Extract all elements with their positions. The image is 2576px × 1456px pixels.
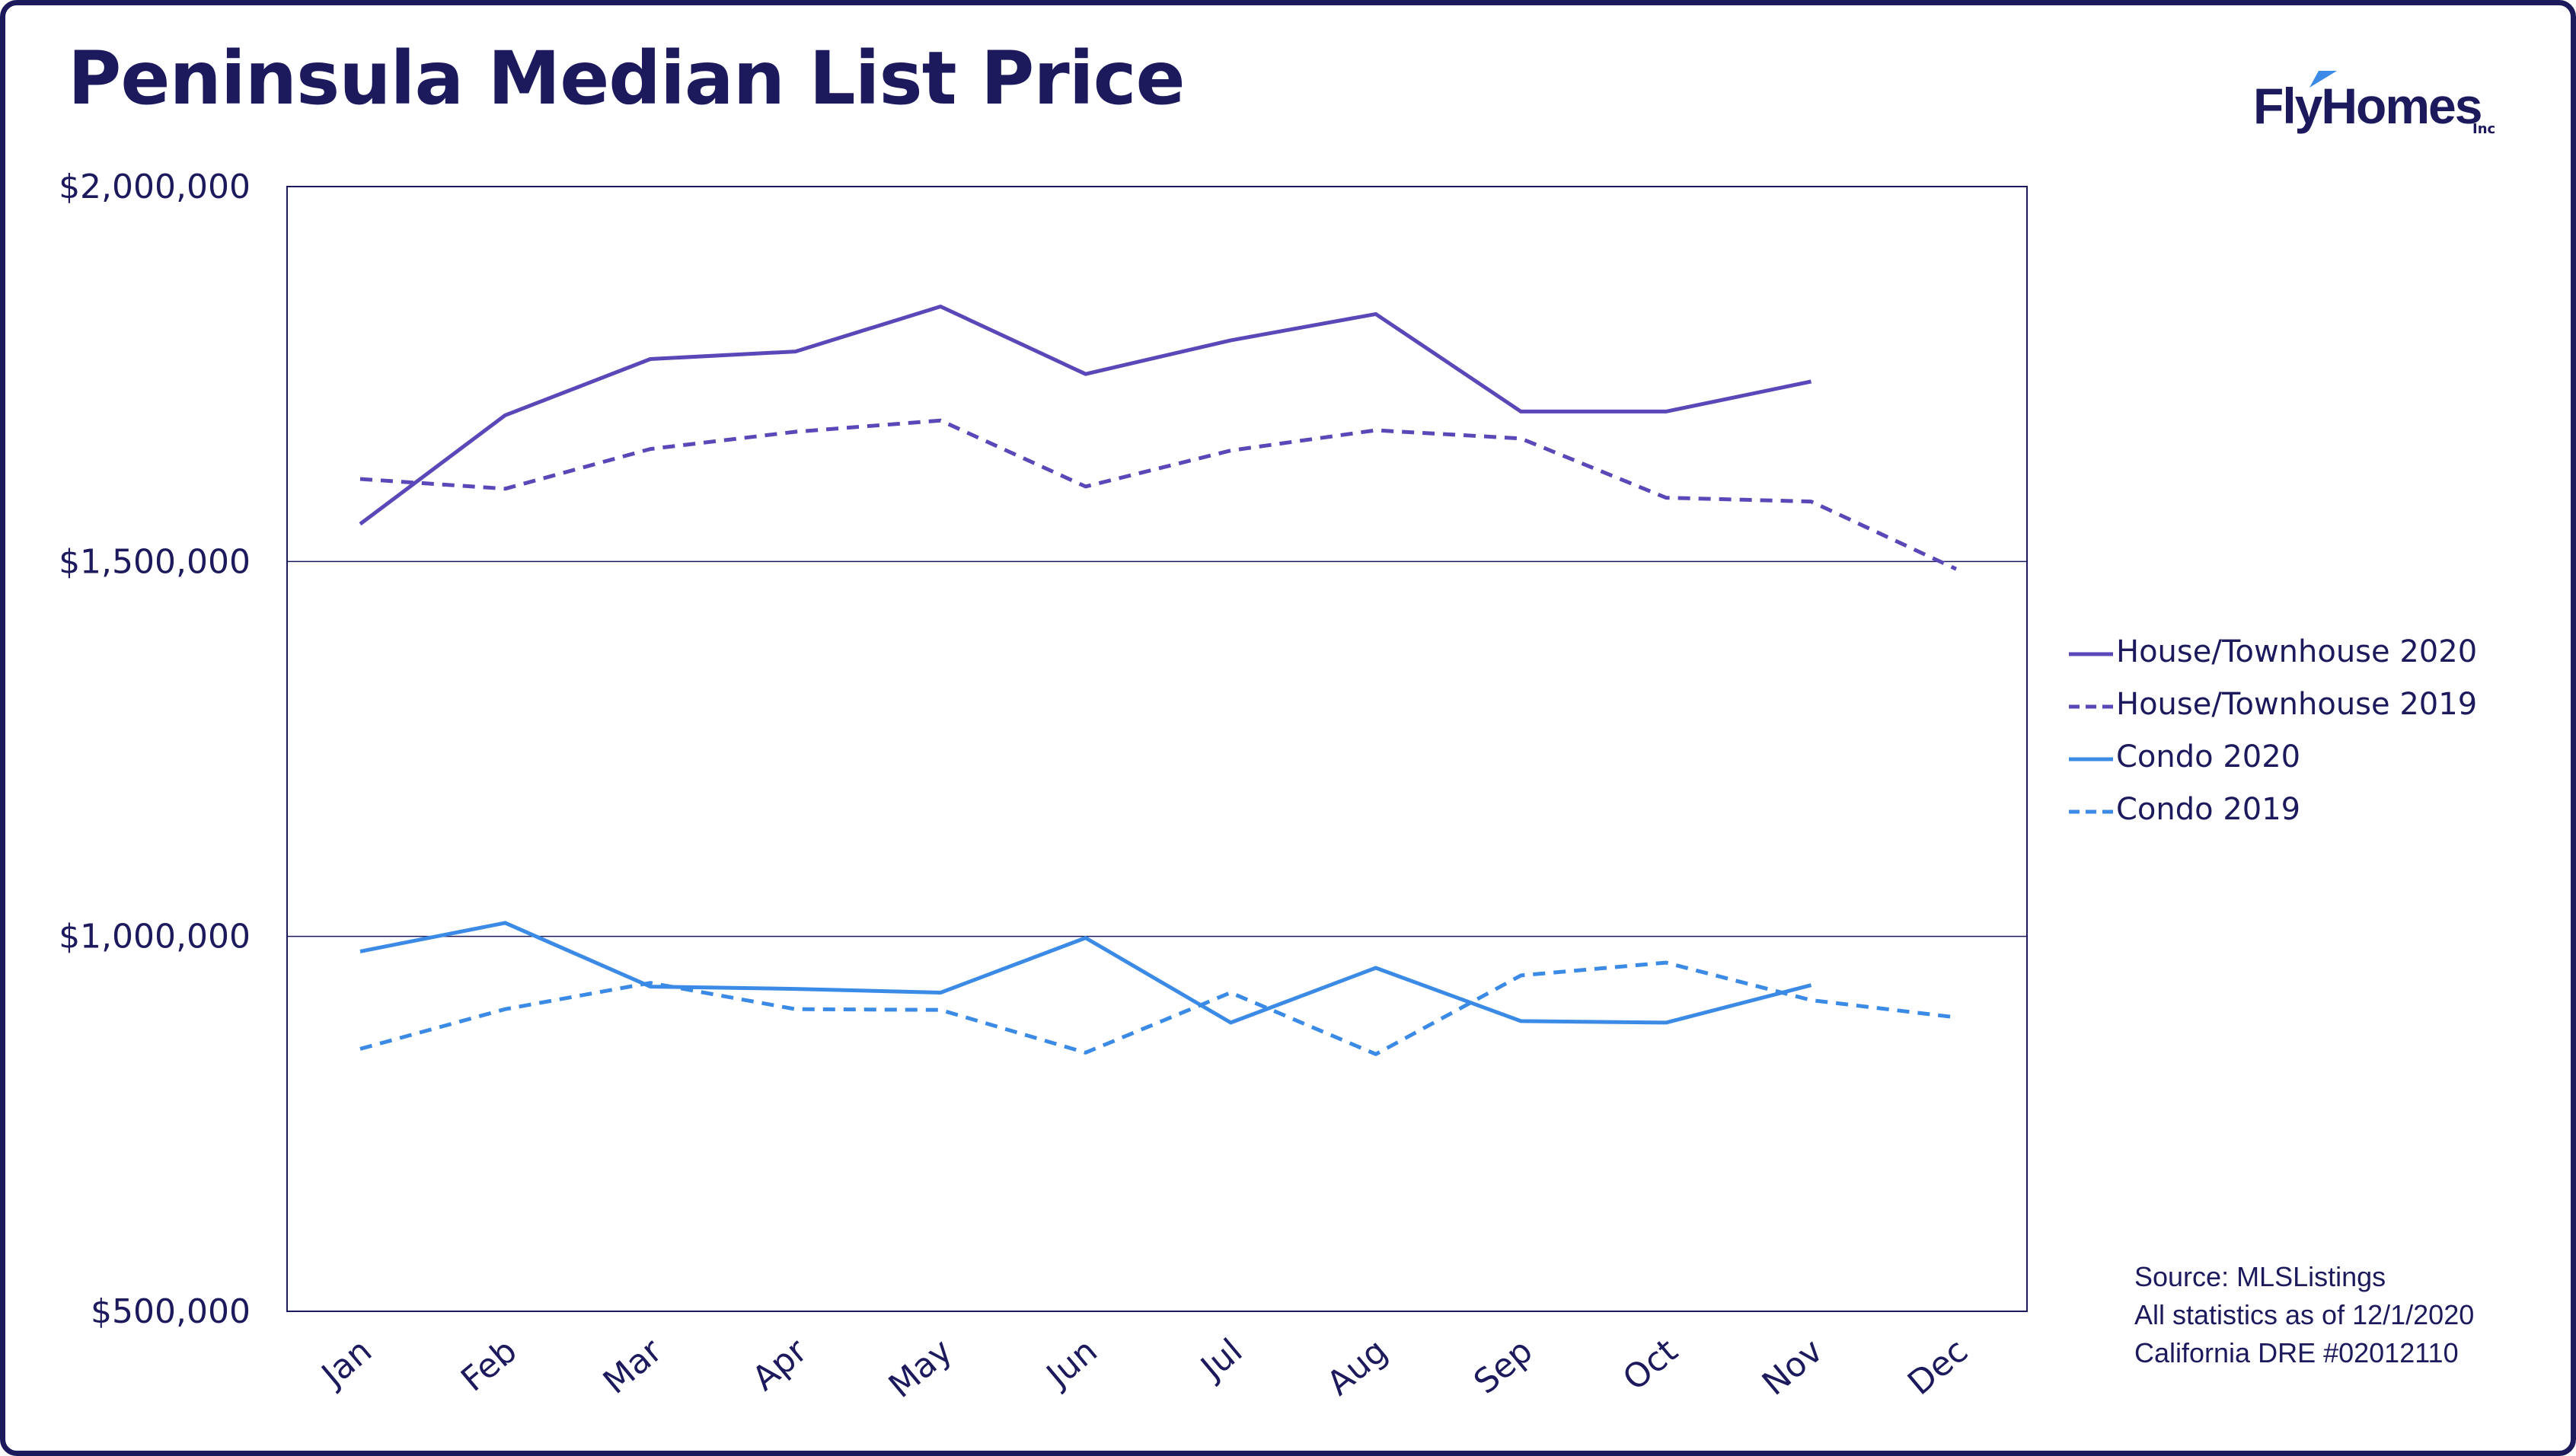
- x-axis: Jan Feb Mar Apr May Jun Jul Aug Sep Oct Nov Dec: [313, 1331, 1975, 1406]
- chart-legend: House/Townhouse 2020 House/Townhouse 2019…: [2069, 634, 2541, 845]
- bird-wing-icon: [2309, 71, 2337, 88]
- x-tick-label: Aug: [1320, 1331, 1395, 1403]
- chart-title: Peninsula Median List Price: [68, 36, 1186, 121]
- legend-item: Condo 2019: [2069, 792, 2541, 845]
- plot-border: [286, 186, 2028, 1312]
- legend-label: Condo 2019: [2116, 792, 2301, 827]
- legend-swatch: [2069, 652, 2113, 656]
- legend-swatch: [2069, 757, 2113, 762]
- legend-label: House/Townhouse 2019: [2116, 687, 2478, 722]
- series-line: [359, 960, 1957, 1056]
- legend-item: House/Townhouse 2020: [2069, 634, 2541, 687]
- legend-item: Condo 2020: [2069, 739, 2541, 792]
- logo-suffix: Inc: [2472, 121, 2496, 137]
- source-line: Source: MLSListings: [2134, 1261, 2386, 1292]
- license-line: California DRE #02012110: [2134, 1337, 2459, 1368]
- legend-label: House/Townhouse 2020: [2116, 634, 2478, 669]
- x-tick-label: Jun: [1038, 1331, 1105, 1396]
- legend-swatch: [2069, 809, 2113, 814]
- y-tick-label: $1,000,000: [59, 918, 251, 956]
- y-tick-label: $1,500,000: [59, 542, 251, 581]
- x-tick-label: May: [882, 1331, 959, 1406]
- y-tick-label: $500,000: [91, 1292, 251, 1331]
- source-note: Source: MLSListings All statistics as of…: [2134, 1258, 2474, 1372]
- series-line: [359, 418, 1958, 571]
- legend-swatch: [2069, 704, 2113, 709]
- legend-label: Condo 2020: [2116, 739, 2301, 774]
- x-tick-label: Mar: [596, 1331, 670, 1402]
- flyhomes-logo: FlyHomes Inc: [2244, 65, 2503, 148]
- line-chart: $500,000 $1,000,000 $1,500,000 $2,000,000 J…: [59, 168, 2028, 1406]
- x-tick-label: Sep: [1467, 1331, 1540, 1401]
- x-tick-label: Jul: [1192, 1331, 1250, 1388]
- x-tick-label: Jan: [313, 1331, 379, 1396]
- series-lines: [359, 305, 1958, 1056]
- grid-lines: [286, 186, 2028, 1312]
- x-tick-label: Apr: [745, 1331, 816, 1399]
- x-tick-label: Feb: [454, 1331, 524, 1399]
- y-tick-label: $2,000,000: [59, 168, 251, 206]
- legend-item: House/Townhouse 2019: [2069, 687, 2541, 739]
- series-line: [359, 305, 1812, 526]
- x-tick-label: Oct: [1616, 1331, 1685, 1398]
- series-line: [359, 921, 1812, 1025]
- x-tick-label: Nov: [1755, 1331, 1831, 1403]
- source-date-line: All statistics as of 12/1/2020: [2134, 1299, 2475, 1330]
- x-tick-label: Dec: [1901, 1331, 1975, 1403]
- y-axis: $500,000 $1,000,000 $1,500,000 $2,000,000: [59, 168, 251, 1331]
- logo-wordmark: FlyHomes: [2253, 78, 2482, 134]
